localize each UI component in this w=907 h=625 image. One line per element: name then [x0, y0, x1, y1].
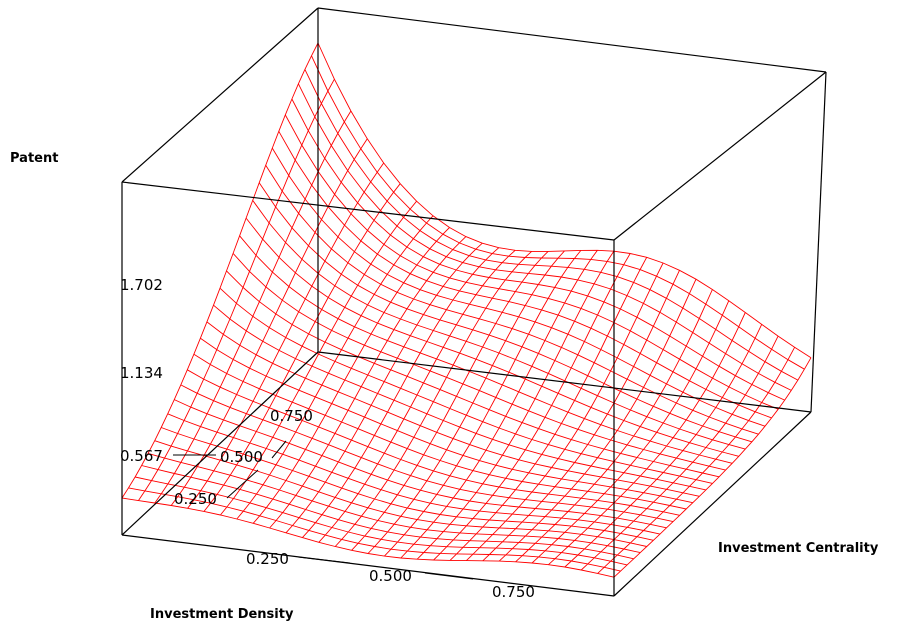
mesh-line-y	[239, 235, 733, 464]
tick-lines	[173, 440, 474, 580]
mesh-line-x	[334, 251, 532, 547]
z-tick-label: 1.702	[120, 276, 163, 294]
mesh-line-y	[121, 497, 615, 578]
mesh-line-y	[278, 131, 772, 419]
y-tick-label: 0.250	[174, 490, 217, 508]
mesh-line-y	[187, 369, 680, 516]
box-edge	[121, 534, 615, 597]
mesh-line-y	[284, 114, 779, 410]
mesh-line-y	[252, 200, 746, 450]
mesh-line-y	[141, 465, 634, 560]
z-tick-label: 1.134	[120, 364, 163, 382]
mesh-line-y	[200, 337, 693, 504]
mesh-line-y	[206, 321, 700, 497]
mesh-line-x	[138, 78, 335, 501]
x-axis-title: Investment Density	[150, 607, 294, 622]
mesh-line-x	[351, 251, 549, 551]
mesh-line-y	[161, 427, 654, 541]
box-edge	[317, 7, 827, 73]
y-tick-label: 0.750	[270, 407, 313, 425]
x-tick-line	[297, 556, 351, 564]
mesh-line-y	[258, 182, 753, 443]
box-edge	[121, 7, 319, 183]
surface-mesh	[121, 42, 812, 578]
box-edge	[810, 71, 827, 413]
mesh-line-y	[193, 353, 687, 510]
box-edge	[613, 411, 812, 597]
mesh-line-x	[170, 138, 368, 506]
mesh-line-y	[147, 452, 641, 554]
mesh-line-y	[311, 55, 805, 370]
mesh-line-x	[449, 257, 648, 561]
y-axis-title: Investment Centrality	[718, 541, 879, 556]
y-tick-label: 0.500	[220, 448, 263, 466]
mesh-line-y	[265, 165, 759, 435]
box-edge	[121, 181, 615, 241]
mesh-line-y	[291, 98, 785, 401]
box-edge	[121, 351, 319, 536]
y-tick-line	[226, 469, 259, 499]
mesh-line-x	[269, 236, 467, 529]
z-axis-title: Patent	[10, 151, 58, 166]
mesh-line-x	[466, 262, 664, 561]
z-tick-label: 0.567	[120, 447, 163, 465]
mesh-line-x	[433, 253, 631, 561]
mesh-line-x	[597, 347, 795, 574]
mesh-line-x	[285, 242, 483, 534]
mesh-line-y	[304, 69, 799, 381]
mesh-line-y	[180, 384, 674, 523]
y-tick-line	[271, 440, 287, 459]
box-edge	[317, 351, 812, 413]
x-tick-line	[424, 572, 474, 580]
mesh-line-y	[219, 287, 713, 484]
x-tick-label: 0.750	[492, 583, 535, 601]
box-edge	[613, 71, 827, 241]
mesh-line-y	[174, 399, 667, 529]
mesh-line-y	[154, 440, 647, 547]
mesh-line-y	[226, 270, 720, 478]
mesh-line-y	[213, 304, 706, 491]
mesh-line-y	[271, 147, 766, 427]
x-tick-label: 0.500	[369, 567, 412, 585]
mesh-line-y	[317, 42, 812, 359]
mesh-line-y	[297, 83, 792, 391]
x-tick-label: 0.250	[246, 550, 289, 568]
mesh-line-y	[167, 413, 661, 535]
mesh-line-y	[232, 253, 726, 471]
mesh-line-x	[187, 162, 385, 509]
bounding-box	[121, 7, 827, 597]
mesh-line-y	[128, 487, 621, 572]
mesh-line-y	[135, 476, 628, 566]
mesh-line-y	[245, 217, 739, 457]
